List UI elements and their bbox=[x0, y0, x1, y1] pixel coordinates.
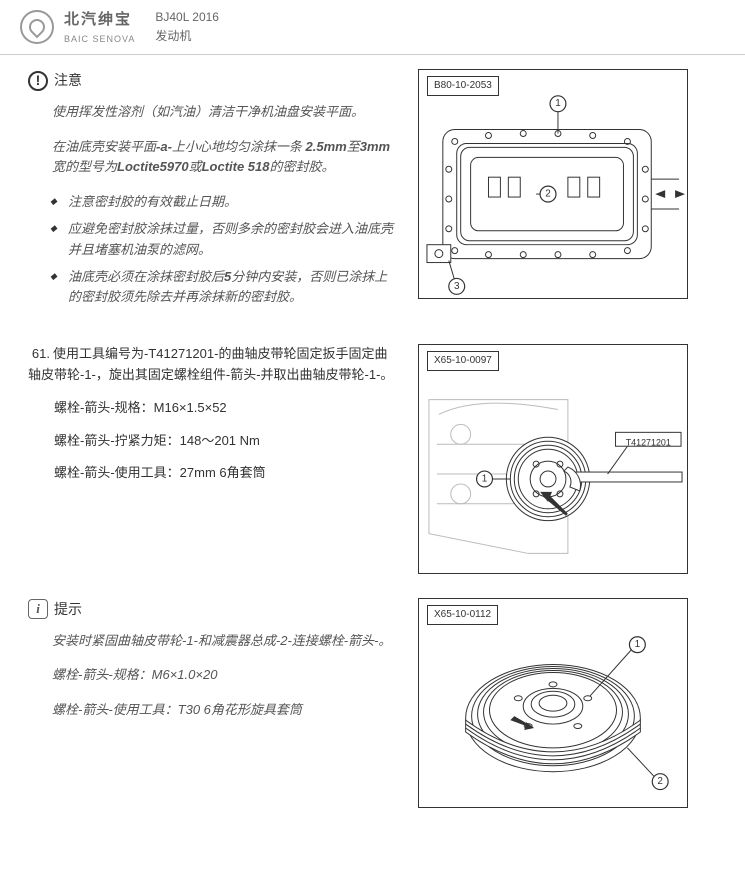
tip-block: i 提示 安装时紧固曲轴皮带轮-1-和减震器总成-2-连接螺栓-箭头-。 螺栓-… bbox=[28, 598, 725, 808]
callout-1: 1 bbox=[555, 99, 561, 110]
step-number: 61. bbox=[28, 344, 50, 365]
tool-label: T41271201 bbox=[626, 437, 671, 447]
figure-label: B80-10-2053 bbox=[427, 76, 499, 96]
notice-para-2: 在油底壳安装平面-a-上小心地均匀涂抹一条 2.5mm至3mm宽的型号为Loct… bbox=[52, 137, 400, 179]
oil-pan-diagram: 1 2 3 bbox=[419, 70, 687, 298]
callout-2: 2 bbox=[657, 776, 663, 787]
tip-spec-1: 螺栓-箭头-规格：M6×1.0×20 bbox=[52, 665, 400, 686]
header-meta: BJ40L 2016 发动机 bbox=[155, 8, 219, 46]
pulley-damper-diagram: 1 2 bbox=[419, 599, 687, 807]
notice-bullet-list: 注意密封胶的有效截止日期。 应避免密封胶涂抹过量，否则多余的密封胶会进入油底壳并… bbox=[50, 192, 400, 308]
page-header: 北汽绅宝 BAIC SENOVA BJ40L 2016 发动机 bbox=[0, 0, 745, 55]
notice-bullet: 油底壳必须在涂抹密封胶后5分钟内安装，否则已涂抹上的密封胶须先除去并再涂抹新的密… bbox=[50, 267, 400, 309]
brand-logo bbox=[20, 10, 54, 44]
exclamation-icon: ! bbox=[28, 71, 48, 91]
figure-oil-pan: B80-10-2053 bbox=[418, 69, 688, 299]
callout-3: 3 bbox=[454, 281, 460, 292]
tip-spec-2: 螺栓-箭头-使用工具：T30 6角花形旋具套筒 bbox=[52, 700, 400, 721]
figure-label: X65-10-0097 bbox=[427, 351, 499, 371]
step-text: 61.使用工具编号为-T41271201-的曲轴皮带轮固定扳手固定曲轴皮带轮-1… bbox=[28, 344, 400, 386]
figure-label: X65-10-0112 bbox=[427, 605, 498, 625]
notice-bullet: 注意密封胶的有效截止日期。 bbox=[50, 192, 400, 213]
vehicle-model: BJ40L 2016 bbox=[155, 8, 219, 27]
callout-2: 2 bbox=[545, 189, 551, 200]
callout-1: 1 bbox=[482, 474, 488, 485]
callout-1: 1 bbox=[635, 639, 641, 650]
brand-name-cn: 北汽绅宝 bbox=[64, 8, 135, 32]
crank-pulley-diagram: T41271201 1 bbox=[419, 345, 687, 573]
spec-tool: 螺栓-箭头-使用工具：27mm 6角套筒 bbox=[54, 463, 400, 484]
notice-block: ! 注意 使用挥发性溶剂（如汽油）清洁干净机油盘安装平面。 在油底壳安装平面-a… bbox=[28, 69, 725, 314]
notice-para-1: 使用挥发性溶剂（如汽油）清洁干净机油盘安装平面。 bbox=[52, 102, 400, 123]
figure-pulley-damper: X65-10-0112 bbox=[418, 598, 688, 808]
info-icon: i bbox=[28, 599, 48, 619]
notice-para-2-text: 在油底壳安装平面-a-上小心地均匀涂抹一条 2.5mm至3mm宽的型号为Loct… bbox=[52, 139, 390, 175]
figure-crank-pulley-tool: X65-10-0097 bbox=[418, 344, 688, 574]
brand-name-en: BAIC SENOVA bbox=[64, 32, 135, 46]
tip-title: 提示 bbox=[54, 598, 82, 620]
notice-title: 注意 bbox=[54, 69, 82, 91]
page-content: ! 注意 使用挥发性溶剂（如汽油）清洁干净机油盘安装平面。 在油底壳安装平面-a… bbox=[0, 55, 745, 852]
tip-para-1: 安装时紧固曲轴皮带轮-1-和减震器总成-2-连接螺栓-箭头-。 bbox=[52, 631, 400, 652]
notice-bullet: 应避免密封胶涂抹过量，否则多余的密封胶会进入油底壳并且堵塞机油泵的滤网。 bbox=[50, 219, 400, 261]
notice-heading: ! 注意 bbox=[28, 69, 400, 91]
spec-torque: 螺栓-箭头-拧紧力矩：148～201 Nm bbox=[54, 431, 400, 452]
manual-section: 发动机 bbox=[155, 27, 219, 46]
tip-heading: i 提示 bbox=[28, 598, 400, 620]
brand-block: 北汽绅宝 BAIC SENOVA bbox=[64, 8, 135, 46]
step-block-61: 61.使用工具编号为-T41271201-的曲轴皮带轮固定扳手固定曲轴皮带轮-1… bbox=[28, 344, 725, 574]
spec-size: 螺栓-箭头-规格：M16×1.5×52 bbox=[54, 398, 400, 419]
